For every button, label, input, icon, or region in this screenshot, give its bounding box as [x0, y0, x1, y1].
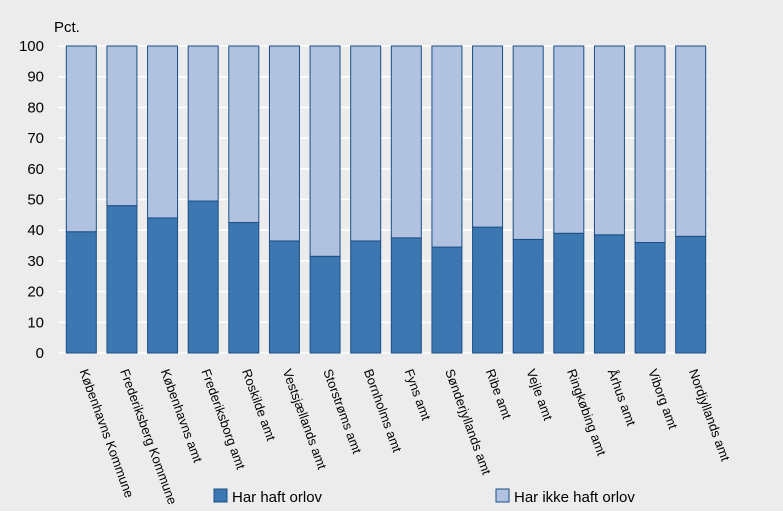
- bar-har-haft-orlov: [65, 231, 97, 354]
- bars: [65, 45, 707, 354]
- bar-har-ikke-haft-orlov: [675, 45, 707, 237]
- legend-swatch: [495, 488, 510, 503]
- bar-har-ikke-haft-orlov: [228, 45, 260, 224]
- bar-har-ikke-haft-orlov: [553, 45, 585, 234]
- bar-har-ikke-haft-orlov: [106, 45, 138, 207]
- bar-har-haft-orlov: [431, 246, 463, 354]
- bar-har-haft-orlov: [390, 237, 422, 354]
- bar-har-haft-orlov: [350, 240, 382, 354]
- bar-har-ikke-haft-orlov: [431, 45, 463, 248]
- bar-har-haft-orlov: [106, 205, 138, 354]
- bar-har-haft-orlov: [512, 238, 544, 354]
- bar-har-haft-orlov: [228, 222, 260, 354]
- bar-har-ikke-haft-orlov: [634, 45, 666, 243]
- bar-har-haft-orlov: [634, 241, 666, 354]
- y-tick-label: 90: [27, 69, 44, 86]
- bar-har-ikke-haft-orlov: [390, 45, 422, 239]
- bar-har-haft-orlov: [472, 226, 504, 354]
- y-tick-label: 60: [27, 161, 44, 178]
- y-tick-label: 0: [36, 345, 44, 362]
- y-axis: 0 10 20 30 40 50 60 70 80 90 100: [19, 38, 44, 362]
- bar-har-haft-orlov: [268, 240, 300, 354]
- bar-har-ikke-haft-orlov: [350, 45, 382, 242]
- y-tick-label: 40: [27, 222, 44, 239]
- bar-har-haft-orlov: [187, 200, 219, 354]
- bar-har-ikke-haft-orlov: [309, 45, 341, 257]
- bar-har-ikke-haft-orlov: [65, 45, 97, 233]
- legend-swatch: [213, 488, 228, 503]
- bar-har-haft-orlov: [309, 255, 341, 354]
- y-tick-label: 30: [27, 253, 44, 270]
- legend: Har haft orlov Har ikke haft orlov: [213, 488, 635, 506]
- y-axis-label: Pct.: [54, 19, 80, 36]
- bar-har-haft-orlov: [147, 217, 179, 354]
- y-tick-label: 20: [27, 284, 44, 301]
- y-tick-label: 50: [27, 192, 44, 209]
- legend-label: Har ikke haft orlov: [514, 489, 635, 506]
- bar-har-haft-orlov: [593, 234, 625, 354]
- bar-har-haft-orlov: [675, 235, 707, 354]
- bar-har-ikke-haft-orlov: [472, 45, 504, 228]
- bar-har-ikke-haft-orlov: [593, 45, 625, 236]
- bar-har-ikke-haft-orlov: [512, 45, 544, 240]
- legend-label: Har haft orlov: [232, 489, 323, 506]
- bar-har-ikke-haft-orlov: [268, 45, 300, 242]
- bar-har-haft-orlov: [553, 232, 585, 354]
- y-tick-label: 10: [27, 314, 44, 331]
- y-tick-label: 100: [19, 38, 44, 55]
- bar-har-ikke-haft-orlov: [187, 45, 219, 202]
- y-tick-label: 80: [27, 99, 44, 116]
- bar-har-ikke-haft-orlov: [147, 45, 179, 219]
- y-tick-label: 70: [27, 130, 44, 147]
